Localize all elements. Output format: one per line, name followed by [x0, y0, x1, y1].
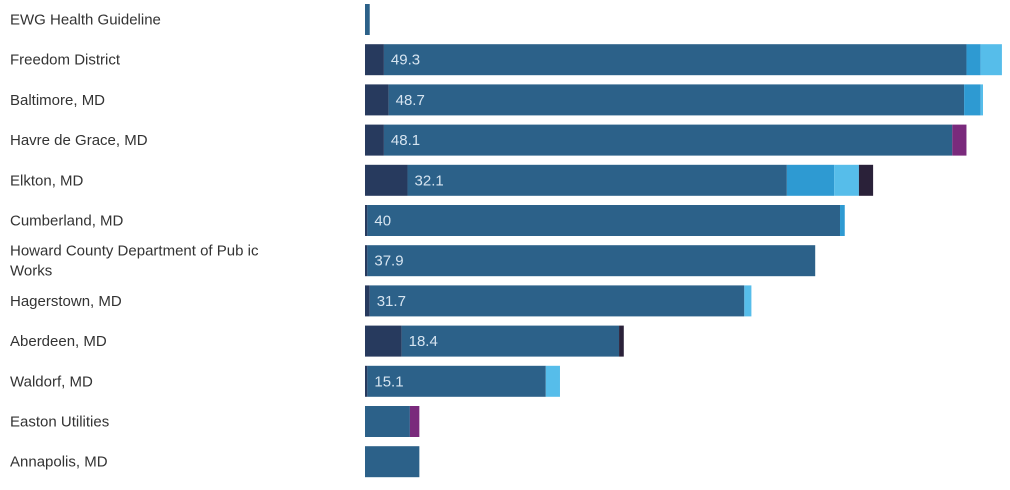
value-label: 32.1 — [415, 172, 444, 189]
bar-segment — [367, 205, 841, 236]
bar-segment — [365, 406, 410, 437]
bar-segment — [365, 285, 370, 317]
bar-segment — [619, 325, 624, 357]
bar-segment — [858, 164, 874, 196]
bar-segment — [365, 4, 370, 35]
category-label: Easton Utilities — [10, 414, 109, 431]
value-label: 49.3 — [391, 52, 420, 69]
bar-segment — [401, 325, 620, 357]
category-label: Baltimore, MD — [10, 92, 105, 109]
bar-segment — [369, 285, 745, 317]
value-label: 48.1 — [391, 132, 420, 149]
category-label: Havre de Grace, MD — [10, 132, 148, 149]
bar-segment — [980, 44, 1002, 76]
category-label: EWG Health Guideline — [10, 12, 161, 29]
bar-segment — [744, 285, 752, 317]
value-label: 18.4 — [409, 333, 438, 350]
bar-segment — [365, 205, 368, 236]
bar-segment — [367, 365, 546, 397]
category-label: Hagerstown, MD — [10, 293, 122, 310]
bar-segment — [383, 124, 953, 156]
value-labels: 49.3 48.7 48.1 32.1 40 37.9 31.7 18.4 15.1 — [374, 52, 443, 391]
bar-segment — [365, 84, 389, 116]
value-label: 15.1 — [374, 373, 403, 390]
category-label: Annapolis, MD — [10, 454, 108, 471]
bar-segment — [840, 205, 845, 236]
bar-segment — [365, 164, 408, 196]
bar-segment — [966, 44, 981, 76]
bar-segment — [365, 44, 384, 76]
bars — [365, 4, 1002, 478]
bar-segment — [545, 365, 560, 397]
category-label: Howard County Department of Pub ic Works — [10, 243, 259, 280]
value-label: 48.7 — [396, 92, 425, 109]
bar-segment — [365, 365, 368, 397]
bar-segment — [365, 446, 420, 478]
bar-segment — [367, 245, 816, 277]
category-label: Waldorf, MD — [10, 373, 93, 390]
bar-segment — [365, 245, 368, 277]
bar-segment — [407, 164, 787, 196]
value-label: 31.7 — [377, 293, 406, 310]
bar-segment — [383, 44, 967, 76]
bar-segment — [980, 84, 983, 116]
bar-segment — [365, 124, 384, 156]
bar-segment — [365, 325, 402, 357]
bar-segment — [952, 124, 967, 156]
category-label: Cumberland, MD — [10, 213, 124, 230]
category-label: Freedom District — [10, 52, 121, 69]
bar-segment — [409, 406, 420, 437]
bar-segment — [964, 84, 981, 116]
category-label: Aberdeen, MD — [10, 333, 107, 350]
bar-segment — [388, 84, 965, 116]
value-label: 37.9 — [374, 253, 403, 270]
bar-segment — [786, 164, 835, 196]
value-label: 40 — [374, 213, 391, 230]
bar-segment — [834, 164, 859, 196]
category-labels: EWG Health Guideline Freedom District Balt… — [10, 12, 259, 471]
category-label: Elkton, MD — [10, 172, 84, 189]
